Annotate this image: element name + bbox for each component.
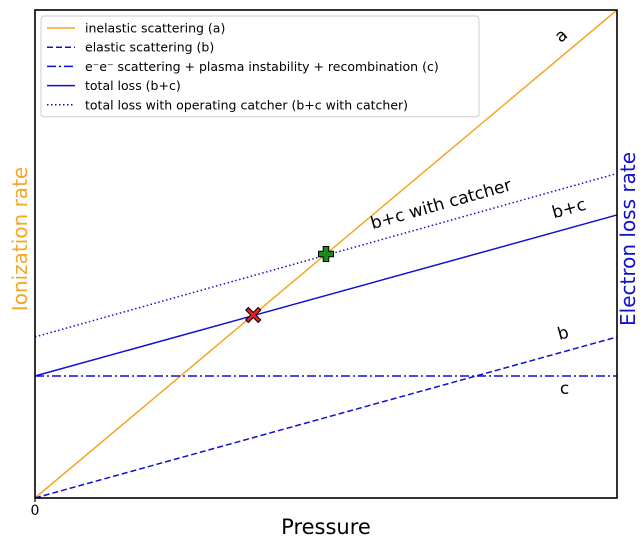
- legend: inelastic scattering (a) elastic scatteri…: [40, 15, 480, 118]
- markers: [245, 246, 334, 324]
- line-label-2: b: [555, 323, 571, 345]
- x-tick-label: 0: [31, 503, 40, 519]
- legend-entry-1: inelastic scattering (a): [85, 21, 225, 36]
- plot-frame: [34, 9, 618, 499]
- plus-marker: [318, 246, 334, 262]
- y-axis-label-right: Electron loss rate: [616, 152, 640, 326]
- legend-box: [40, 15, 480, 118]
- line-label-5: b+c with catcher: [368, 175, 513, 234]
- x-axis-label: Pressure: [281, 515, 371, 537]
- line-label-3: c: [560, 379, 569, 399]
- cross-marker: [245, 306, 262, 324]
- legend-entry-2: elastic scattering (b): [85, 40, 214, 55]
- legend-entry-3: e⁻e⁻ scattering + plasma instability + r…: [85, 59, 439, 74]
- legend-entry-4: total loss (b+c): [85, 78, 181, 93]
- line-label-4: b+c: [550, 195, 588, 223]
- legend-entry-5: total loss with operating catcher (b+c w…: [85, 97, 408, 112]
- series-line-2: [34, 336, 618, 499]
- y-axis-label-left: Ionization rate: [8, 167, 32, 311]
- series-line-4: [34, 214, 618, 377]
- x-ticks: 0: [31, 498, 40, 519]
- line-label-1: a: [551, 25, 572, 47]
- series-line-5: [34, 172, 618, 338]
